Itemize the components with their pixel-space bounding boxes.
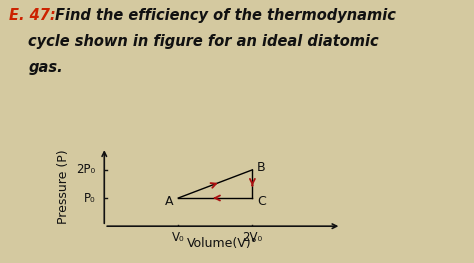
- Text: gas.: gas.: [28, 60, 63, 75]
- Text: cycle shown in figure for an ideal diatomic: cycle shown in figure for an ideal diato…: [28, 34, 379, 49]
- Text: P₀: P₀: [84, 191, 95, 205]
- Text: E. 47:: E. 47:: [9, 8, 56, 23]
- Text: Find the efficiency of the thermodynamic: Find the efficiency of the thermodynamic: [55, 8, 395, 23]
- Text: Pressure (P): Pressure (P): [57, 149, 70, 224]
- Text: 2V₀: 2V₀: [242, 231, 263, 244]
- Text: Volume(V)°: Volume(V)°: [187, 237, 258, 250]
- Text: V₀: V₀: [172, 231, 185, 244]
- Text: C: C: [257, 195, 265, 208]
- Text: 2P₀: 2P₀: [76, 163, 95, 176]
- Text: A: A: [164, 195, 173, 208]
- Text: B: B: [257, 161, 265, 174]
